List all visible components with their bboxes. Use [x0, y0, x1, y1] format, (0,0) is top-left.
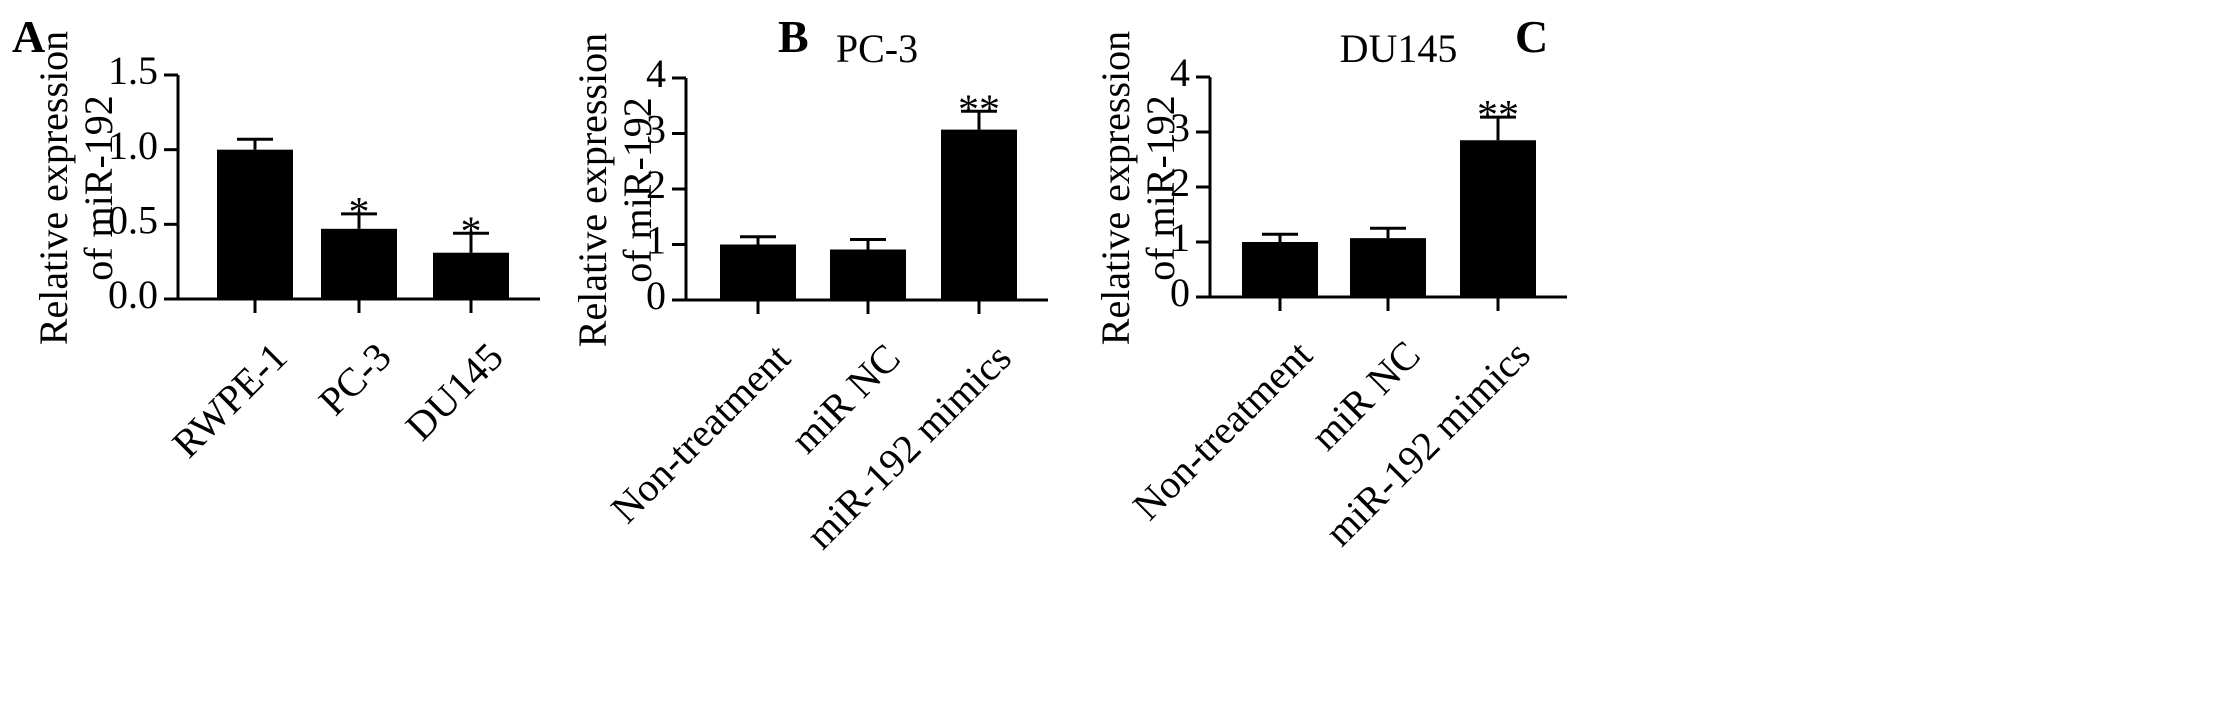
x-tick-label: miR-192 mimics — [1316, 332, 1539, 555]
y-axis-label: Relative expression — [31, 31, 76, 345]
y-tick-label: 3 — [1170, 105, 1190, 150]
bar — [321, 228, 397, 299]
y-tick-label: 0 — [646, 273, 666, 318]
y-axis-label: of miR-192 — [76, 95, 121, 281]
significance-label: ** — [1477, 93, 1519, 139]
x-tick-label: miR-192 mimics — [797, 335, 1020, 558]
bar — [433, 252, 509, 299]
significance-label: * — [461, 209, 482, 255]
bar — [217, 149, 293, 299]
x-tick-label: DU145 — [397, 334, 512, 449]
x-tick-label: Non-treatment — [1124, 332, 1321, 529]
y-tick-label: 2 — [646, 162, 666, 207]
bar — [941, 129, 1017, 300]
y-tick-label: 0 — [1170, 270, 1190, 315]
significance-label: * — [349, 190, 370, 236]
panel-letter-b: B — [778, 11, 809, 62]
y-tick-label: 1.5 — [108, 48, 158, 93]
y-tick-label: 0.5 — [108, 198, 158, 243]
y-tick-label: 1.0 — [108, 123, 158, 168]
bar — [1460, 140, 1536, 297]
bar — [830, 249, 906, 300]
y-tick-label: 1 — [1170, 215, 1190, 260]
y-tick-label: 2 — [1170, 160, 1190, 205]
bar — [720, 244, 796, 300]
y-axis-label: of miR-192 — [615, 97, 660, 283]
y-tick-label: 4 — [646, 51, 666, 96]
chart-title: DU145 — [1340, 26, 1458, 71]
y-tick-label: 3 — [646, 107, 666, 152]
y-axis-label: of miR-192 — [1138, 95, 1183, 281]
bar — [1350, 238, 1426, 297]
y-tick-label: 4 — [1170, 50, 1190, 95]
chart-title: PC-3 — [836, 26, 918, 71]
significance-label: ** — [958, 87, 1000, 133]
x-tick-label: Non-treatment — [602, 335, 799, 532]
x-tick-label: RWPE-1 — [163, 334, 295, 466]
x-tick-label: PC-3 — [310, 334, 400, 424]
panel-letter-a: A — [12, 11, 45, 62]
y-tick-label: 1 — [646, 218, 666, 263]
y-axis-label: Relative expression — [570, 33, 615, 347]
panel-letter-c: C — [1515, 11, 1548, 62]
bar — [1242, 242, 1318, 297]
y-tick-label: 0.0 — [108, 272, 158, 317]
y-axis-label: Relative expression — [1093, 31, 1138, 345]
